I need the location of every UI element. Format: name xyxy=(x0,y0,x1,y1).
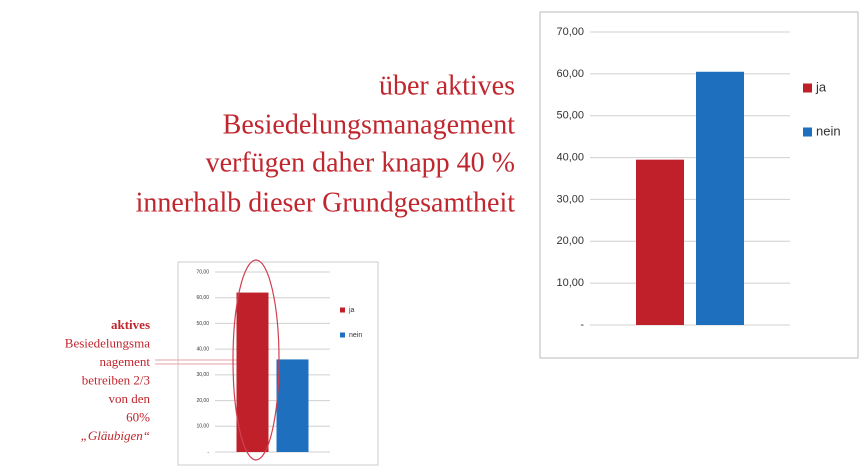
y-tick-label: 20,00 xyxy=(556,235,584,247)
legend-label: ja xyxy=(348,307,355,314)
y-tick-label: - xyxy=(580,319,584,331)
annotation: nagement xyxy=(99,354,150,369)
legend-label: nein xyxy=(816,123,841,138)
y-tick-label: 40,00 xyxy=(196,346,209,352)
legend-label: nein xyxy=(349,332,362,339)
y-tick-label: 10,00 xyxy=(556,277,584,289)
y-tick-label: 20,00 xyxy=(196,398,209,404)
annotation: Besiedelungsma xyxy=(65,335,150,350)
headline: über aktives xyxy=(379,70,515,101)
bar xyxy=(636,159,684,325)
y-tick-label: 30,00 xyxy=(556,193,584,205)
legend-swatch xyxy=(340,307,345,313)
y-tick-label: 50,00 xyxy=(196,321,209,327)
y-tick-label: 30,00 xyxy=(196,372,209,378)
annotation: „Gläubigen“ xyxy=(81,428,150,443)
y-tick-label: 50,00 xyxy=(556,110,584,122)
y-tick-label: 70,00 xyxy=(556,26,584,38)
y-tick-label: 60,00 xyxy=(556,68,584,80)
y-tick-label: 10,00 xyxy=(196,424,209,430)
headline: Besiedelungsmanagement xyxy=(223,109,516,140)
bar xyxy=(696,71,744,325)
y-tick-label: - xyxy=(207,449,209,455)
bar xyxy=(276,359,309,452)
legend-swatch xyxy=(803,83,812,93)
annotation: betreiben 2/3 xyxy=(82,372,150,387)
annotation: aktives xyxy=(111,317,150,332)
legend-swatch xyxy=(803,127,812,137)
annotation: 60% xyxy=(126,409,150,424)
y-tick-label: 40,00 xyxy=(556,151,584,163)
legend-swatch xyxy=(340,332,345,338)
y-tick-label: 70,00 xyxy=(196,269,209,275)
headline: innerhalb dieser Grundgesamtheit xyxy=(136,187,516,218)
highlight-ring xyxy=(232,259,280,461)
headline: verfügen daher knapp 40 % xyxy=(206,147,515,178)
legend-label: ja xyxy=(815,79,827,94)
bar xyxy=(236,292,269,452)
y-tick-label: 60,00 xyxy=(196,295,209,301)
annotation: von den xyxy=(108,391,150,406)
